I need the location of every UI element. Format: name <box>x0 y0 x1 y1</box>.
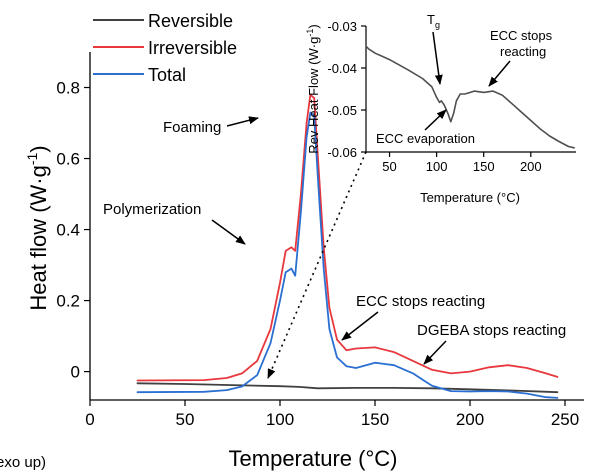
series-line-total <box>136 111 559 399</box>
inset-connector <box>267 151 367 379</box>
y-tick-label: 0 <box>71 363 80 382</box>
x-tick-label: 200 <box>520 159 542 174</box>
x-tick-label: 150 <box>473 159 495 174</box>
annotation-ecc-stops: ECC stops <box>490 28 553 43</box>
legend-label-reversible: Reversible <box>148 11 233 31</box>
arrow-inset-ecc-stops <box>488 60 511 87</box>
x-tick-label: 150 <box>361 410 389 429</box>
legend-label-irreversible: Irreversible <box>148 38 237 58</box>
y-tick-label: 0.4 <box>56 221 80 240</box>
annotation-ecc-evaporation: ECC evaporation <box>376 131 475 146</box>
x-tick-label: 50 <box>382 159 396 174</box>
y-tick-label: 0.6 <box>56 150 80 169</box>
y-tick-label: 0.2 <box>56 292 80 311</box>
legend: Reversible Irreversible Total <box>93 11 237 85</box>
arrow-ecc-evaporation <box>424 109 447 131</box>
legend-label-total: Total <box>148 65 186 85</box>
arrow-dgeba-stops-reacting <box>423 340 447 365</box>
clipped-ylabel-fragment: exo up) <box>0 454 46 471</box>
y-tick-label: -0.06 <box>327 145 357 160</box>
x-tick-label: 250 <box>551 410 579 429</box>
annotation-foaming: Foaming <box>163 119 221 136</box>
x-tick-label: 200 <box>456 410 484 429</box>
annotation-reacting: reacting <box>500 44 546 59</box>
arrow-tg <box>432 31 443 85</box>
main-plot-area: 0 50 100 150 200 250 0 0.2 0.4 0.6 0.8 <box>56 52 584 429</box>
inset-plot-area: 50 100 150 200 -0.06 -0.05 -0.04 -0.03 <box>327 19 576 174</box>
x-tick-label: 100 <box>266 410 294 429</box>
annotation-ecc-stops-reacting: ECC stops reacting <box>356 293 485 310</box>
y-tick-label: -0.05 <box>327 103 357 118</box>
annotation-polymerization: Polymerization <box>103 201 201 218</box>
annotation-tg: Tg <box>427 12 440 30</box>
arrow-ecc-stops-reacting <box>341 311 379 341</box>
y-tick-label: -0.03 <box>327 19 357 34</box>
main-x-axis-title: Temperature (°C) <box>229 446 398 471</box>
y-tick-label: 0.8 <box>56 79 80 98</box>
inset-x-axis-title: Temperature (°C) <box>420 190 520 205</box>
series-line-reversible <box>136 382 559 394</box>
arrow-polymerization <box>211 219 246 245</box>
main-y-axis-title: Heat flow (W·g-1) <box>24 145 51 310</box>
x-tick-label: 100 <box>426 159 448 174</box>
series-line-reversible <box>365 45 575 149</box>
arrow-foaming <box>226 116 259 127</box>
inset-y-axis-title: Rev Heat Flow (W·g-1) <box>305 24 321 153</box>
annotation-dgeba-stops-reacting: DGEBA stops reacting <box>417 322 566 339</box>
series-line-irreversible <box>136 93 559 382</box>
y-tick-label: -0.04 <box>327 61 357 76</box>
x-tick-label: 0 <box>85 410 94 429</box>
x-tick-label: 50 <box>176 410 195 429</box>
